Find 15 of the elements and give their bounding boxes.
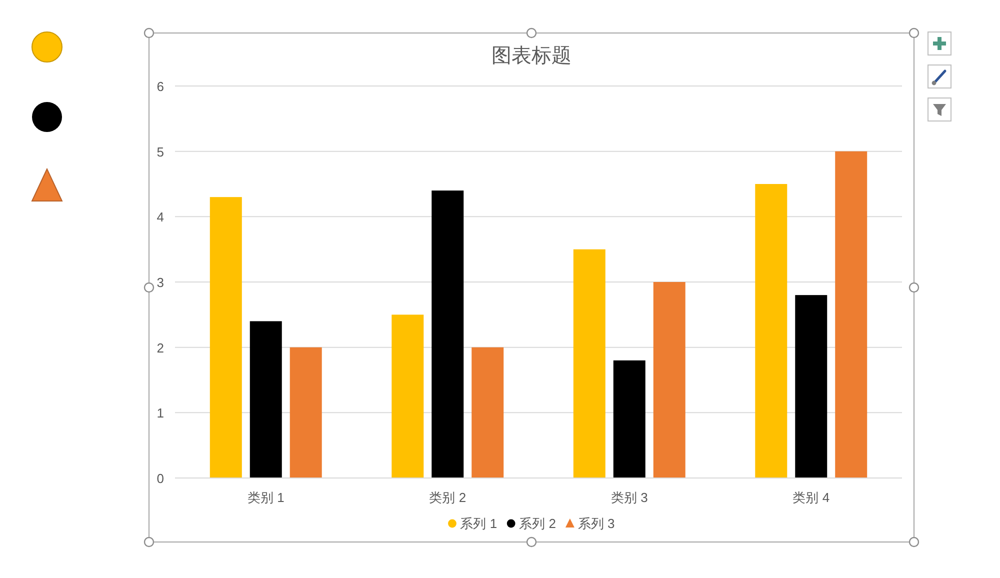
ytick: 6 xyxy=(156,79,164,94)
ytick: 3 xyxy=(156,275,164,290)
ytick: 2 xyxy=(156,340,164,356)
ytick: 4 xyxy=(156,210,164,225)
xtick: 类别 1 xyxy=(247,490,284,505)
ytick: 5 xyxy=(156,144,164,160)
xtick: 类别 4 xyxy=(792,490,830,505)
ytick: 0 xyxy=(156,471,164,486)
title: 图表标题 xyxy=(492,45,572,67)
legend-label: 系列 1 xyxy=(460,516,498,531)
legend-label: 系列 2 xyxy=(519,516,556,531)
xtick: 类别 2 xyxy=(429,490,466,505)
ytick: 1 xyxy=(156,406,164,421)
legend-label: 系列 3 xyxy=(578,516,615,531)
xtick: 类别 3 xyxy=(610,490,648,505)
